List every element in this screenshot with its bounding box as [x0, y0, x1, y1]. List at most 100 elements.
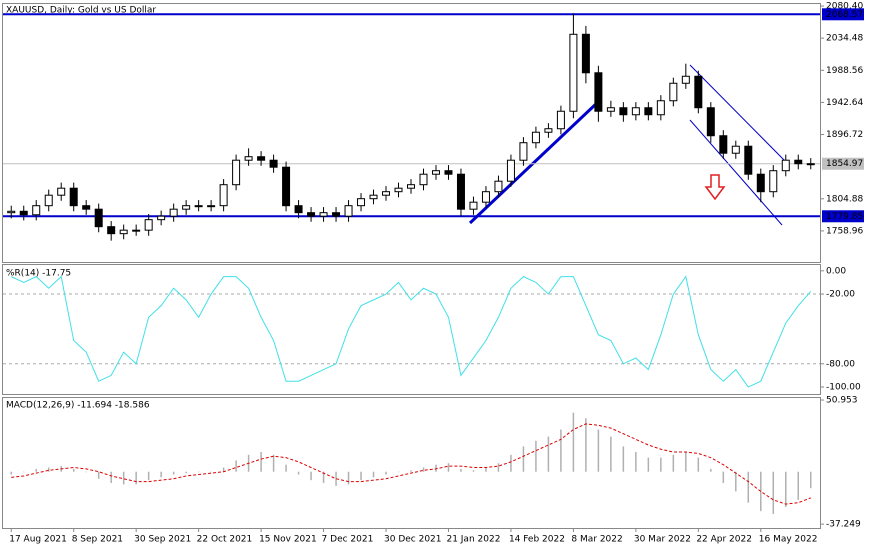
y-tick-label: 2080.40: [826, 2, 863, 12]
macd-bar: [685, 452, 687, 472]
candle-body: [706, 107, 715, 137]
macd-bar: [535, 440, 537, 472]
y-tick-label: -37.249: [826, 520, 861, 530]
y-tick-label: 0.00: [826, 266, 846, 276]
candle-body: [769, 170, 778, 193]
macd-bar: [347, 471, 350, 485]
y-tick-label: 2034.48: [826, 34, 863, 44]
main-panel: [2, 3, 821, 263]
candle-body: [207, 205, 216, 208]
y-tick-label: -80.00: [826, 359, 855, 369]
macd-bar: [185, 471, 187, 474]
candle-body: [269, 159, 278, 168]
macd-bar: [772, 471, 775, 514]
macd-bar: [560, 429, 562, 472]
macd-bar: [47, 467, 50, 472]
candle-body: [244, 156, 253, 161]
candle-body: [731, 145, 740, 154]
macd-bar: [497, 463, 500, 472]
candle-body: [282, 166, 291, 207]
x-tick-label: 15 Nov 2021: [259, 535, 317, 545]
macd-bar: [647, 457, 650, 472]
macd-bar: [797, 471, 800, 500]
candle-body: [719, 135, 728, 154]
macd-bar: [485, 467, 487, 472]
candle-body: [656, 100, 665, 116]
x-tick-label: 8 Sep 2021: [72, 535, 123, 545]
candle-body: [332, 212, 341, 217]
y-tick-label: 1804.88: [826, 194, 863, 204]
candle-body: [194, 205, 203, 208]
candle-body: [519, 142, 528, 161]
macd-bar: [172, 471, 175, 475]
trend-line: [468, 101, 599, 225]
macd-bar: [210, 471, 212, 473]
macd-panel: [2, 397, 821, 529]
x-tick-label: 30 Dec 2021: [384, 535, 442, 545]
candle-body: [57, 187, 66, 196]
macd-bar: [410, 470, 412, 472]
down-arrow: [704, 174, 726, 201]
candle-body: [669, 82, 678, 102]
macd-bar: [147, 471, 150, 481]
plot: 2080.40 2034.48 1988.56 1942.64 1896.72 1804.…: [3, 2, 864, 545]
macd-bar: [635, 452, 637, 472]
price-badge: [822, 157, 864, 170]
macd-bar: [722, 471, 725, 483]
macd-bar: [710, 468, 712, 472]
macd-bar: [735, 471, 737, 492]
macd-bar: [97, 471, 100, 479]
candle-body: [794, 159, 803, 165]
macd-bar: [435, 464, 437, 472]
candle-body: [182, 205, 191, 210]
candle-body: [219, 184, 228, 207]
macd-bar: [672, 454, 675, 472]
candle-body: [169, 208, 178, 217]
macd-bar: [522, 446, 525, 472]
macd-bar: [597, 429, 600, 472]
macd-bar: [460, 468, 462, 472]
x-tick-label: 22 Oct 2021: [197, 535, 253, 545]
macd-title: MACD(12,26,9) -11.694 -18.586: [6, 401, 150, 411]
candle-body: [644, 107, 653, 116]
candle-body: [307, 212, 316, 217]
macd-bar: [610, 436, 612, 472]
candle-body: [44, 194, 53, 207]
candle-body: [32, 205, 41, 216]
candle-body: [631, 107, 640, 116]
macd-bar: [10, 471, 12, 475]
candle-body: [481, 191, 490, 203]
wpr-line: [11, 275, 812, 388]
macd-bar: [510, 454, 512, 472]
x-tick-label: 7 Dec 2021: [322, 535, 374, 545]
macd-bar: [260, 452, 262, 472]
candle-body: [444, 170, 453, 175]
macd-bar: [72, 468, 75, 472]
macd-bar: [622, 446, 625, 472]
macd-bar: [747, 471, 750, 503]
price-badge: [822, 8, 864, 21]
x-tick-label: 14 Feb 2022: [509, 535, 565, 545]
candle-body: [494, 180, 503, 193]
y-tick-label: 1896.72: [826, 130, 863, 140]
macd-bar: [335, 471, 337, 486]
y-tick-label: -20.00: [826, 290, 855, 300]
y-tick-label: 1988.56: [826, 66, 863, 76]
macd-bar: [422, 467, 425, 472]
candle-body: [581, 33, 590, 74]
candle-body: [69, 187, 78, 207]
macd-bar: [135, 471, 137, 485]
candle-body: [469, 201, 478, 210]
price-badge-label: 1779.85: [826, 212, 863, 222]
macd-bar: [310, 471, 312, 481]
y-tick-label: 50.953: [826, 396, 858, 406]
x-tick-label: 16 May 2022: [759, 535, 818, 545]
candle-body: [407, 184, 415, 189]
macd-bar: [547, 436, 550, 472]
chart-title: XAUUSD, Daily: Gold vs US Dollar: [6, 6, 156, 16]
price-badge: [822, 210, 864, 223]
candle-body: [394, 187, 403, 193]
macd-bar: [397, 471, 400, 473]
candle-body: [456, 173, 465, 210]
